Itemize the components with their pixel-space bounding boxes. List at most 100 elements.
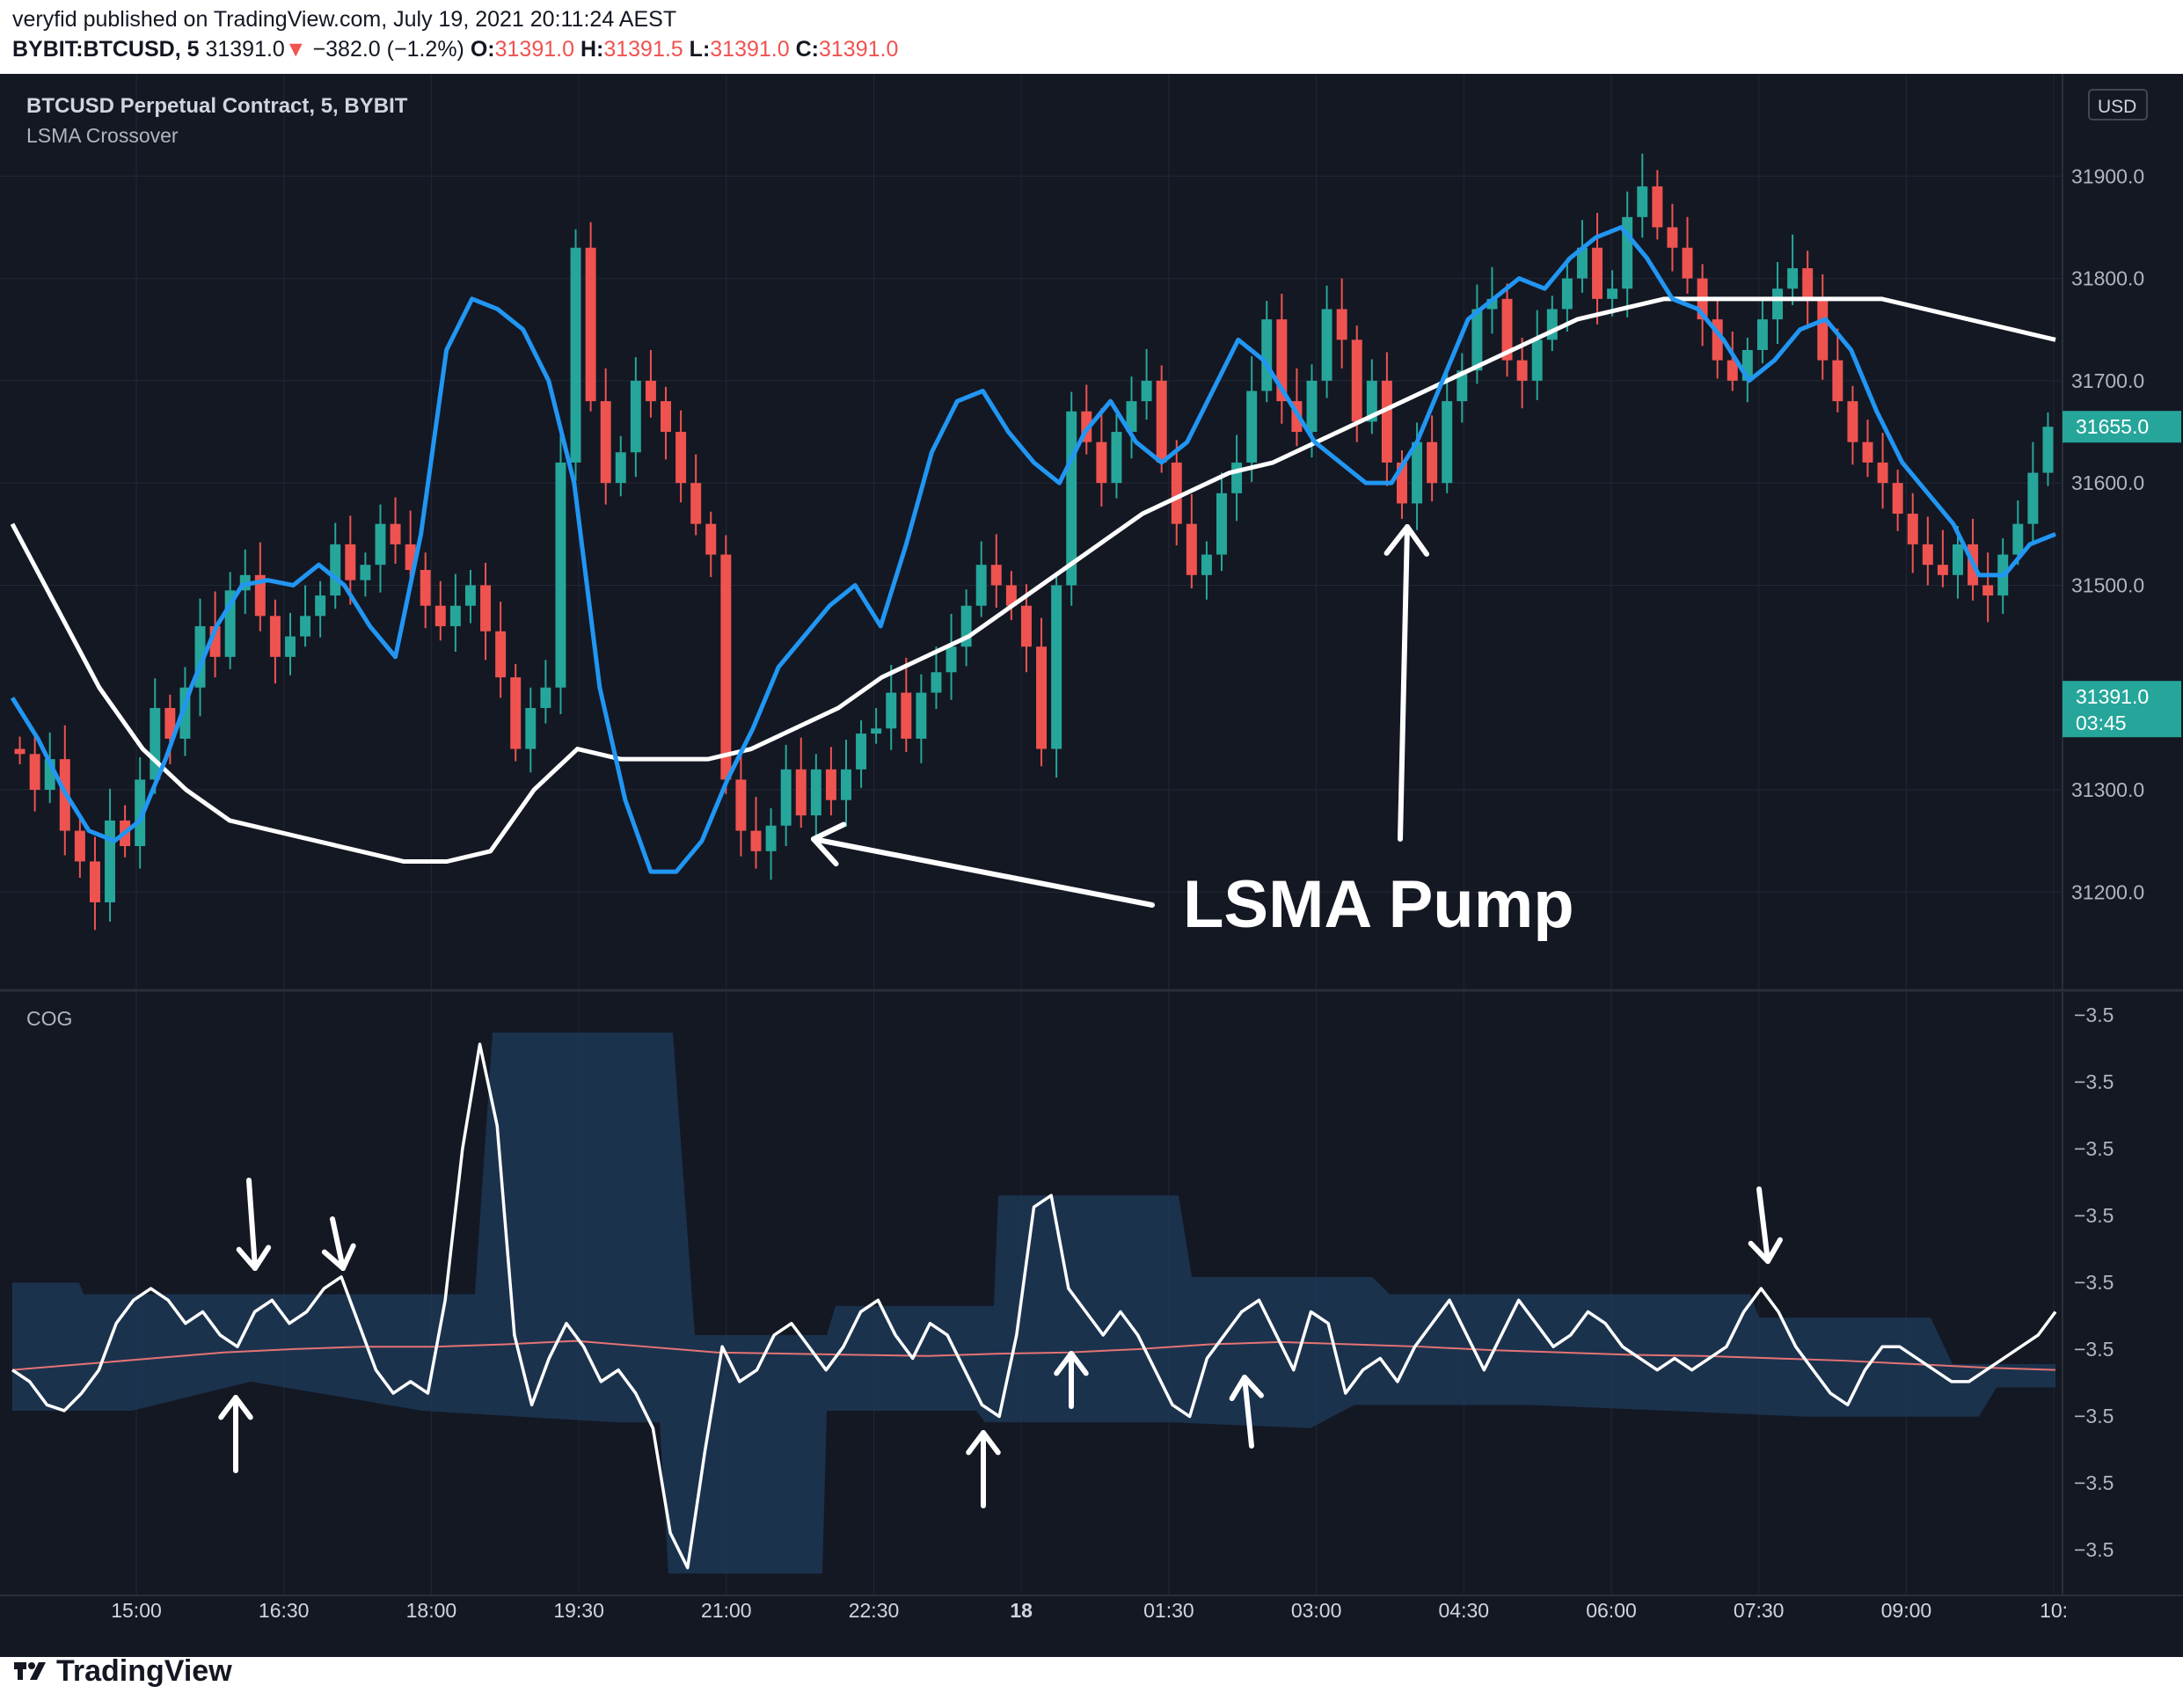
cog-signal-line bbox=[11, 1339, 2056, 1371]
candle-up bbox=[464, 585, 476, 606]
candle-down bbox=[254, 574, 266, 617]
candle-down bbox=[750, 830, 762, 851]
candle-up bbox=[570, 247, 581, 463]
candle-down bbox=[735, 779, 747, 831]
chart-area[interactable]: BTCUSD Perpetual Contract, 5, BYBIT LSMA … bbox=[0, 74, 2183, 1657]
candle-up bbox=[179, 687, 191, 739]
candle-down bbox=[510, 677, 522, 749]
cog-arrow-down-head bbox=[340, 1243, 356, 1271]
candle-up bbox=[975, 565, 987, 606]
candle-up bbox=[1772, 288, 1783, 320]
candle-down bbox=[1982, 585, 1994, 596]
candle-up bbox=[315, 595, 326, 617]
change-arrow: ▼ bbox=[284, 37, 307, 62]
tradingview-logo-icon bbox=[14, 1662, 46, 1680]
candle-down bbox=[990, 565, 1002, 586]
candle-up bbox=[2042, 427, 2054, 473]
price-label-text: 31391.0 bbox=[2076, 685, 2149, 708]
candle-up bbox=[1637, 186, 1648, 217]
candle-down bbox=[1937, 565, 1948, 575]
candle-up bbox=[1457, 370, 1468, 402]
candle-up bbox=[360, 565, 371, 580]
symbol-label[interactable]: BYBIT:BTCUSD, 5 bbox=[12, 37, 200, 62]
candle-down bbox=[795, 769, 807, 816]
candle-up bbox=[630, 380, 641, 453]
annotation-arrow-up-head bbox=[1384, 524, 1410, 556]
time-tick-label: 18 bbox=[1010, 1599, 1033, 1622]
cog-arrow-up-head bbox=[1054, 1351, 1074, 1376]
open-value: 31391.0 bbox=[494, 37, 574, 62]
candle-down bbox=[29, 754, 40, 791]
candle-down bbox=[434, 605, 446, 626]
cog-arrow-up-head bbox=[1229, 1375, 1247, 1402]
candle-down bbox=[1877, 462, 1888, 484]
candle-down bbox=[1652, 186, 1663, 228]
cog-pane-title: COG bbox=[26, 1007, 72, 1030]
candle-up bbox=[1111, 432, 1122, 484]
candle-up bbox=[1622, 216, 1633, 289]
open-label: O: bbox=[470, 37, 495, 62]
candle-up bbox=[1216, 493, 1227, 555]
candle-up bbox=[1321, 309, 1332, 381]
candle-up bbox=[1607, 288, 1618, 299]
candle-up bbox=[300, 616, 311, 637]
candle-down bbox=[1892, 483, 1903, 515]
currency-badge bbox=[2088, 89, 2148, 120]
cog-arrow-down-head bbox=[1748, 1240, 1770, 1264]
candle-up bbox=[194, 625, 206, 688]
candle-up bbox=[1051, 585, 1062, 749]
candle-down bbox=[14, 748, 26, 755]
publisher-line: veryfid published on TradingView.com, Ju… bbox=[12, 7, 677, 32]
candle-up bbox=[945, 646, 957, 673]
candle-up bbox=[1412, 442, 1423, 504]
candle-up bbox=[886, 692, 897, 729]
candle-down bbox=[1427, 442, 1438, 484]
candle-down bbox=[405, 544, 416, 571]
price-label-box bbox=[2063, 411, 2181, 443]
price-tick-label: 31600.0 bbox=[2071, 471, 2144, 494]
candle-up bbox=[105, 820, 116, 902]
chart-svg[interactable]: BTCUSD Perpetual Contract, 5, BYBIT LSMA … bbox=[0, 74, 2183, 1657]
candle-down bbox=[1592, 247, 1603, 299]
candle-down bbox=[675, 432, 687, 484]
candle-up bbox=[1741, 349, 1753, 381]
footer-brand[interactable]: TradingView bbox=[56, 1653, 232, 1688]
price-tick-label: 31800.0 bbox=[2071, 267, 2144, 290]
cog-tick-label: −3.5 bbox=[2074, 1405, 2114, 1427]
cog-tick-label: −3.5 bbox=[2074, 1471, 2114, 1494]
price-label-box bbox=[2063, 681, 2181, 738]
candle-down bbox=[74, 830, 85, 862]
candle-down bbox=[1096, 442, 1107, 484]
candle-up bbox=[224, 590, 236, 657]
candle-up bbox=[1442, 401, 1453, 484]
cog-band bbox=[12, 1033, 2055, 1574]
annotation-arrow-up-head bbox=[1405, 524, 1430, 557]
candle-up bbox=[780, 769, 792, 826]
candle-down bbox=[1832, 360, 1844, 402]
time-tick-label: 07:30 bbox=[1734, 1599, 1785, 1622]
candle-up bbox=[44, 759, 55, 791]
candle-up bbox=[810, 769, 821, 816]
cog-arrow-down-head bbox=[252, 1245, 272, 1271]
candle-up bbox=[1201, 554, 1212, 575]
candle-up bbox=[871, 728, 882, 734]
candle-down bbox=[89, 861, 100, 902]
cog-arrow-up bbox=[1242, 1375, 1254, 1449]
candle-up bbox=[1486, 298, 1498, 310]
candle-down bbox=[1727, 360, 1738, 381]
price-label-text: 31655.0 bbox=[2076, 415, 2149, 438]
candle-down bbox=[209, 625, 221, 657]
candle-down bbox=[1817, 298, 1829, 361]
candle-up bbox=[540, 687, 551, 709]
time-tick-label: 04:30 bbox=[1439, 1599, 1490, 1622]
candle-down bbox=[661, 401, 671, 433]
high-label: H: bbox=[580, 37, 604, 62]
time-tick-label: 22:30 bbox=[849, 1599, 900, 1622]
annotation-arrow-up bbox=[1398, 524, 1410, 842]
close-label: C: bbox=[795, 37, 819, 62]
candle-down bbox=[690, 483, 702, 524]
cog-arrow-up-head bbox=[218, 1395, 238, 1420]
currency-badge-text: USD bbox=[2098, 97, 2136, 117]
cog-arrow-up-head bbox=[966, 1430, 986, 1456]
candle-up bbox=[615, 452, 626, 484]
